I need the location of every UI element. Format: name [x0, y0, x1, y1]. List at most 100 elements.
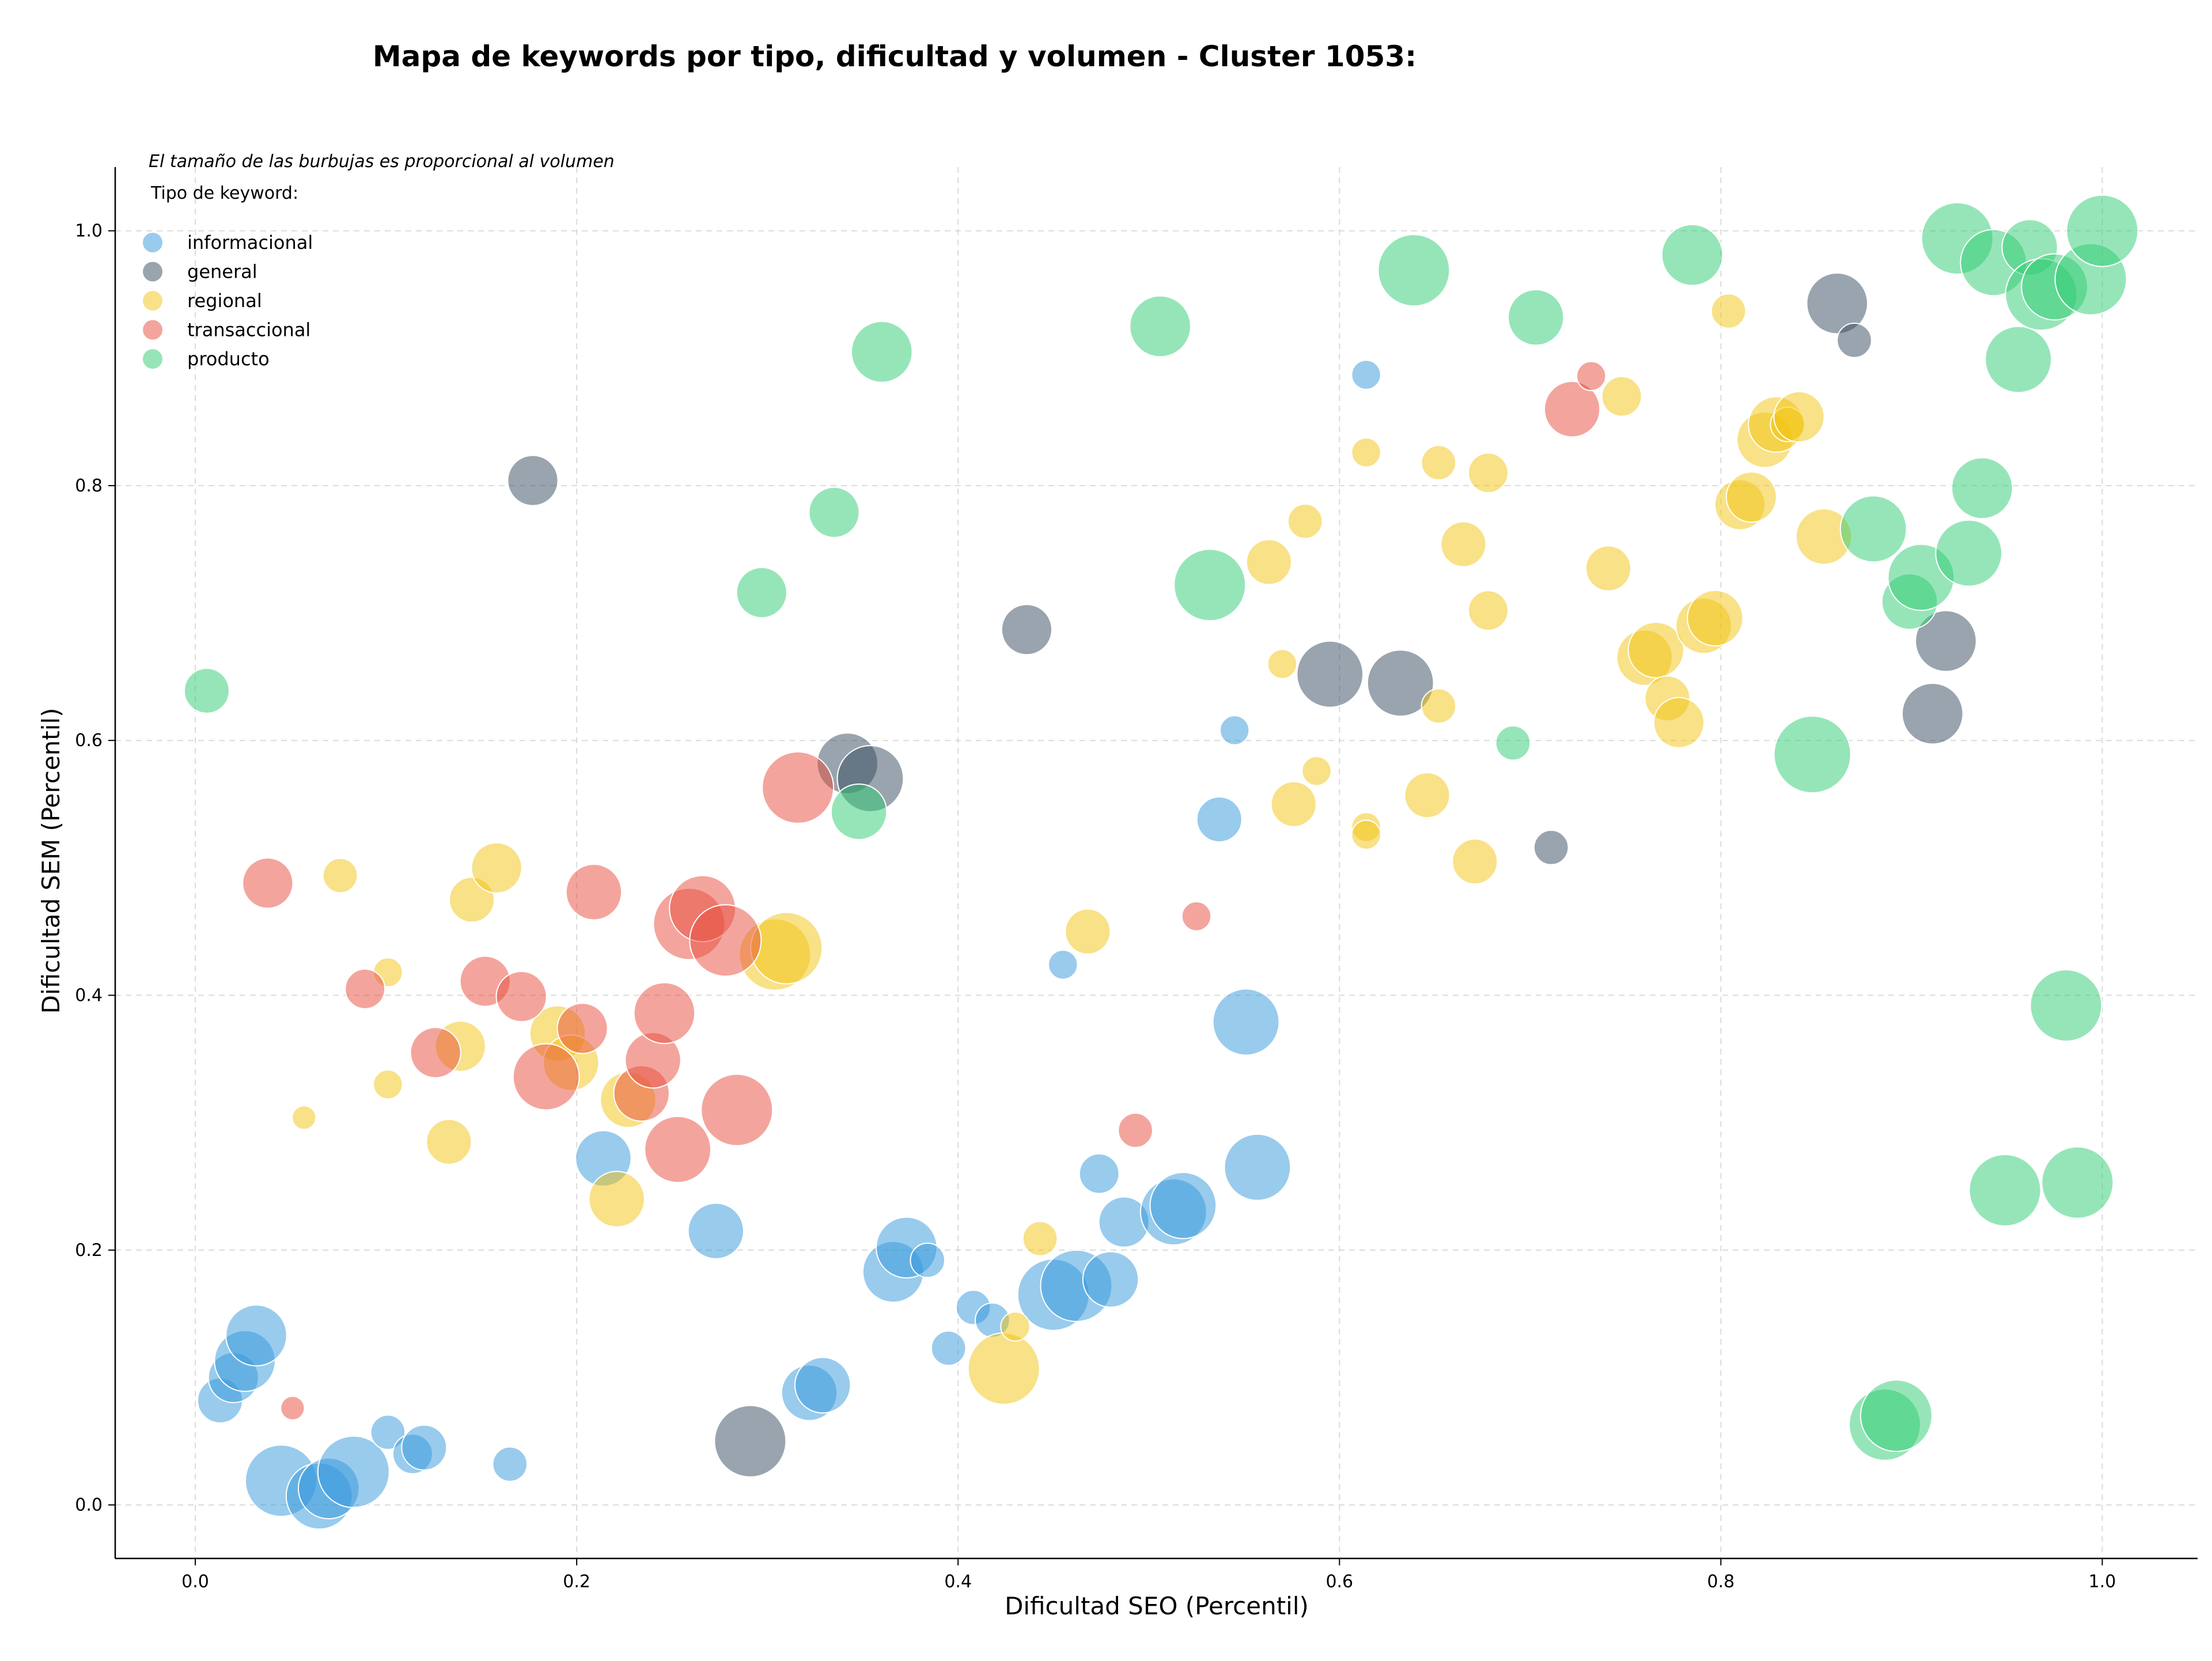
bubble-producto — [850, 320, 913, 383]
bubble-regional — [426, 1118, 472, 1165]
bubble-producto — [808, 486, 860, 538]
bubble-informacional — [1078, 1153, 1120, 1194]
bubble-informacional — [317, 1435, 390, 1508]
legend-marker-regional — [143, 291, 162, 311]
bubble-producto — [1129, 295, 1191, 358]
bubble-producto — [2029, 969, 2103, 1042]
legend: informacional general regional transacciona… — [143, 232, 313, 370]
bubble-informacional — [794, 1357, 851, 1414]
bubble-regional — [750, 911, 823, 985]
bubble-transaccional — [556, 1002, 608, 1054]
bubble-transaccional — [280, 1395, 305, 1421]
legend-marker-general — [143, 262, 162, 282]
y-tick-label: 1.0 — [75, 221, 103, 241]
bubble-transaccional — [644, 1115, 711, 1183]
x-tick-label: 0.4 — [944, 1572, 972, 1592]
axes: 0.0 0.2 0.4 0.6 0.8 1.0 0.0 0.2 0.4 0.6 0.8 1.0 — [75, 167, 2198, 1592]
bubble-producto — [2066, 194, 2139, 267]
bubble-regional — [1773, 391, 1825, 443]
y-tick-label: 0.0 — [75, 1495, 103, 1515]
bubble-regional — [1653, 697, 1705, 748]
bubble-informacional — [1196, 796, 1243, 843]
bubble-general — [1806, 272, 1869, 335]
grid-lines — [115, 167, 2198, 1558]
bubble-producto — [1377, 234, 1450, 307]
bubble-regional — [588, 1171, 645, 1228]
chart-title: Mapa de keywords por tipo, dificultad y … — [373, 40, 1416, 73]
legend-label-informacional: informacional — [187, 232, 313, 253]
bubble-regional — [1710, 293, 1747, 329]
bubble-regional — [1421, 445, 1457, 480]
bubble-general — [1915, 610, 1977, 672]
legend-label-general: general — [187, 261, 257, 283]
bubble-producto — [1773, 715, 1851, 794]
bubble-regional — [471, 842, 522, 894]
bubble-informacional — [225, 1304, 287, 1367]
bubble-informacional — [1082, 1251, 1139, 1308]
x-tick-label: 0.8 — [1707, 1572, 1735, 1592]
x-axis-label: Dificultad SEO (Percentil) — [1005, 1592, 1309, 1620]
bubble-regional — [1287, 504, 1323, 539]
bubble-regional — [1065, 908, 1111, 955]
bubble-regional — [1351, 819, 1381, 850]
bubble-informacional — [401, 1424, 448, 1471]
y-axis-label: Dificultad SEM (Percentil) — [37, 708, 65, 1014]
bubble-transaccional — [1181, 901, 1212, 932]
bubble-producto — [1173, 548, 1247, 622]
bubble-producto — [183, 667, 230, 714]
bubble-regional — [322, 857, 358, 894]
bubble-producto — [2041, 1146, 2114, 1219]
bubble-regional — [1245, 539, 1292, 585]
bubble-transaccional — [689, 904, 762, 977]
bubble-informacional — [1149, 1172, 1217, 1239]
bubble-transaccional — [242, 857, 294, 909]
bubble-producto — [1859, 1379, 1933, 1452]
bubble-general — [1296, 640, 1364, 708]
bubble-regional — [1267, 649, 1298, 679]
bubble-informacional — [1048, 949, 1078, 980]
bubble-informacional — [1224, 1133, 1291, 1201]
y-tick-label: 0.8 — [75, 476, 103, 496]
legend-label-regional: regional — [187, 290, 262, 312]
bubble-informacional — [687, 1202, 744, 1259]
bubble-regional — [291, 1105, 317, 1130]
x-tick-label: 0.6 — [1325, 1572, 1353, 1592]
bubble-general — [1533, 830, 1569, 865]
bubble-producto — [1661, 224, 1724, 286]
bubble-transaccional — [633, 982, 696, 1045]
bubble-transaccional — [410, 1027, 461, 1079]
bubble-transaccional — [700, 1073, 774, 1147]
bubble-regional — [1440, 521, 1487, 567]
legend-label-transaccional: transaccional — [187, 319, 310, 341]
bubble-layer — [183, 194, 2139, 1530]
bubble-general — [1836, 322, 1872, 358]
bubble-regional — [1725, 471, 1777, 523]
legend-title: Tipo de keyword: — [150, 183, 298, 203]
bubble-transaccional — [344, 968, 386, 1009]
bubble-regional — [1601, 376, 1642, 417]
bubble-general — [714, 1405, 787, 1478]
bubble-regional — [1301, 756, 1332, 786]
bubble-informacional — [910, 1242, 946, 1278]
bubble-general — [1366, 649, 1434, 717]
x-tick-label: 1.0 — [2089, 1572, 2116, 1592]
bubble-regional — [1687, 589, 1744, 647]
bubble-regional — [1468, 452, 1509, 494]
bubble-transaccional — [565, 864, 623, 921]
bubble-producto — [736, 567, 787, 619]
bubble-transaccional — [1543, 380, 1601, 438]
bubble-informacional — [930, 1330, 967, 1366]
bubble-transaccional — [512, 1043, 580, 1111]
bubble-transaccional — [495, 971, 547, 1023]
bubble-informacional — [370, 1414, 406, 1450]
bubble-regional — [1421, 688, 1457, 724]
bubble-transaccional — [1576, 361, 1607, 391]
legend-marker-transaccional — [143, 320, 162, 340]
bubble-producto — [1968, 1153, 2041, 1227]
legend-label-producto: producto — [187, 348, 270, 370]
bubble-regional — [1270, 781, 1317, 827]
bubble-producto — [1495, 725, 1531, 761]
bubble-producto — [1951, 457, 2013, 520]
bubble-general — [1902, 682, 1964, 745]
